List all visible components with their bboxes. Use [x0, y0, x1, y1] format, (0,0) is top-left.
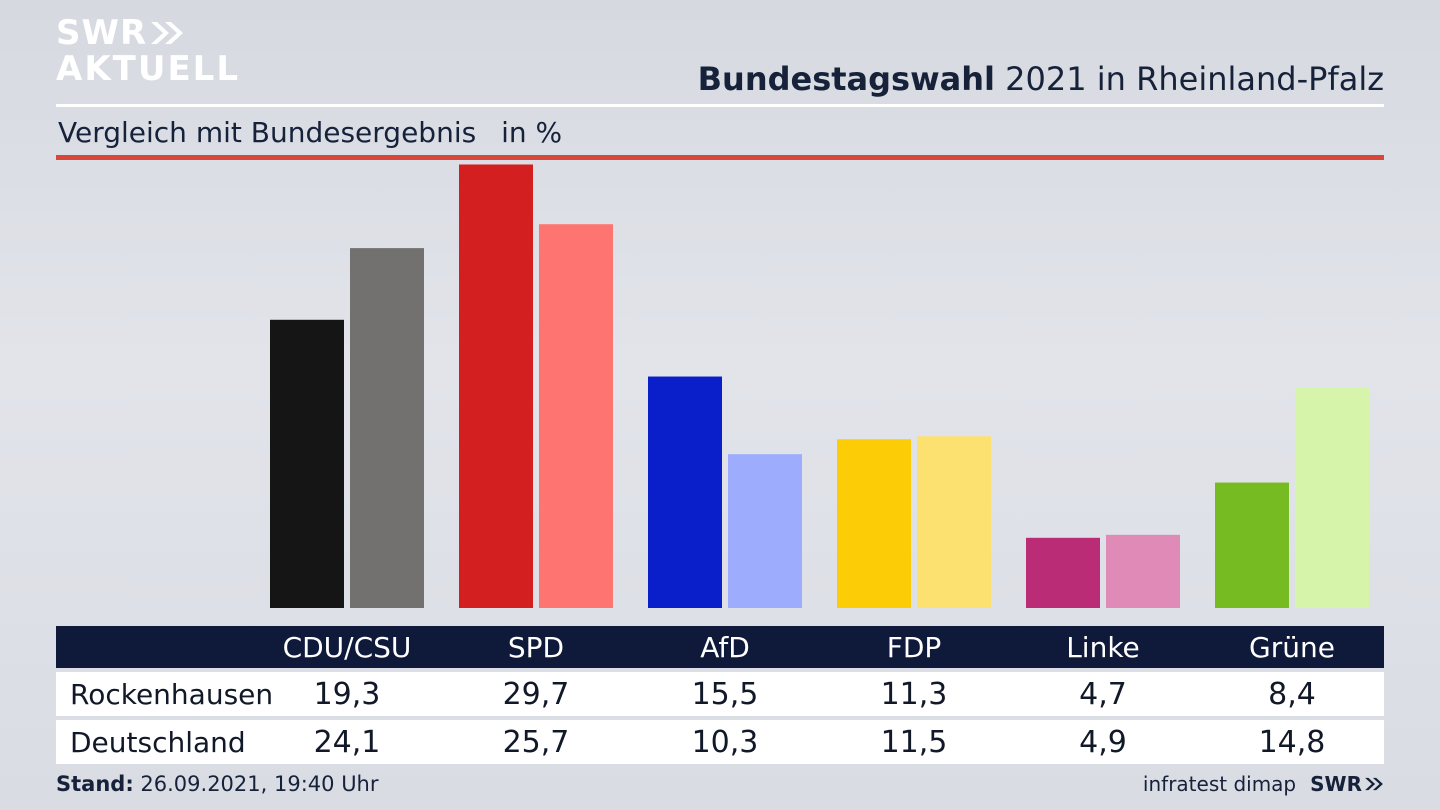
bar-rockenhausen-5 [1215, 482, 1289, 608]
value-cell: 11,3 [880, 676, 948, 712]
bar-rockenhausen-2 [648, 376, 722, 608]
category-label: AfD [700, 630, 750, 664]
header-divider [56, 104, 1384, 107]
value-cell: 10,3 [691, 724, 759, 760]
bar-deutschland-2 [728, 454, 802, 608]
value-cell: 4,9 [1079, 724, 1127, 760]
source-name: infratest dimap [1142, 772, 1297, 796]
footer-logo-text: SWR [1310, 772, 1362, 796]
stand-value: 26.09.2021, 19:40 Uhr [140, 772, 379, 796]
logo-line2: AKTUELL [56, 49, 241, 89]
bar-deutschland-5 [1295, 386, 1369, 608]
subtitle-text: Vergleich mit Bundesergebnis [58, 116, 477, 149]
value-cell: 14,8 [1258, 724, 1326, 760]
value-cell: 4,7 [1079, 676, 1127, 712]
stand-label: Stand: [56, 772, 134, 796]
category-label: FDP [886, 630, 942, 664]
bar-rockenhausen-3 [837, 439, 911, 608]
source-credit: infratest dimap SWR [1143, 772, 1384, 796]
chart-title: Bundestagswahl 2021 in Rheinland-Pfalz [698, 60, 1384, 98]
swr-aktuell-logo: SWR AKTUELL [56, 16, 240, 86]
double-chevron-right-icon [149, 20, 185, 46]
value-cell: 15,5 [691, 676, 759, 712]
timestamp: Stand: 26.09.2021, 19:40 Uhr [56, 772, 379, 796]
value-cell: 11,5 [880, 724, 948, 760]
value-cell: 25,7 [502, 724, 570, 760]
bar-rockenhausen-4 [1026, 537, 1100, 608]
chart-subtitle: Vergleich mit Bundesergebnis in % [58, 116, 562, 149]
results-table: CDU/CSU SPD AfD FDP Linke Grüne Rockenhausen … [56, 626, 1384, 764]
footer-logo: SWR [1310, 772, 1384, 796]
logo-line1: SWR [56, 13, 148, 53]
table-row-rockenhausen: Rockenhausen 19,3 29,7 15,5 11,3 4,7 8,4 [56, 672, 1384, 716]
double-chevron-right-icon [1365, 777, 1383, 791]
bar-rockenhausen-1 [459, 164, 533, 609]
bar-deutschland-1 [539, 224, 613, 609]
table-row-deutschland: Deutschland 24,1 25,7 10,3 11,5 4,9 14,8 [56, 720, 1384, 764]
category-label: SPD [507, 630, 565, 664]
value-cell: 24,1 [313, 724, 381, 760]
value-cell: 29,7 [502, 676, 570, 712]
unit-label: in % [501, 116, 563, 149]
table-header: CDU/CSU SPD AfD FDP Linke Grüne [56, 626, 1384, 668]
title-bold: Bundestagswahl [697, 60, 995, 98]
bar-deutschland-4 [1106, 534, 1180, 608]
bar-deutschland-0 [350, 248, 424, 608]
accent-divider [56, 155, 1384, 160]
bar-deutschland-3 [917, 436, 991, 608]
title-rest: 2021 in Rheinland-Pfalz [1005, 60, 1384, 98]
category-label: Linke [1066, 630, 1140, 664]
row-label: Deutschland [70, 725, 246, 759]
value-cell: 19,3 [313, 676, 381, 712]
bar-rockenhausen-0 [270, 319, 344, 608]
category-label: CDU/CSU [282, 630, 412, 664]
category-label: Grüne [1249, 630, 1335, 664]
row-label: Rockenhausen [70, 677, 274, 711]
value-cell: 8,4 [1268, 676, 1316, 712]
